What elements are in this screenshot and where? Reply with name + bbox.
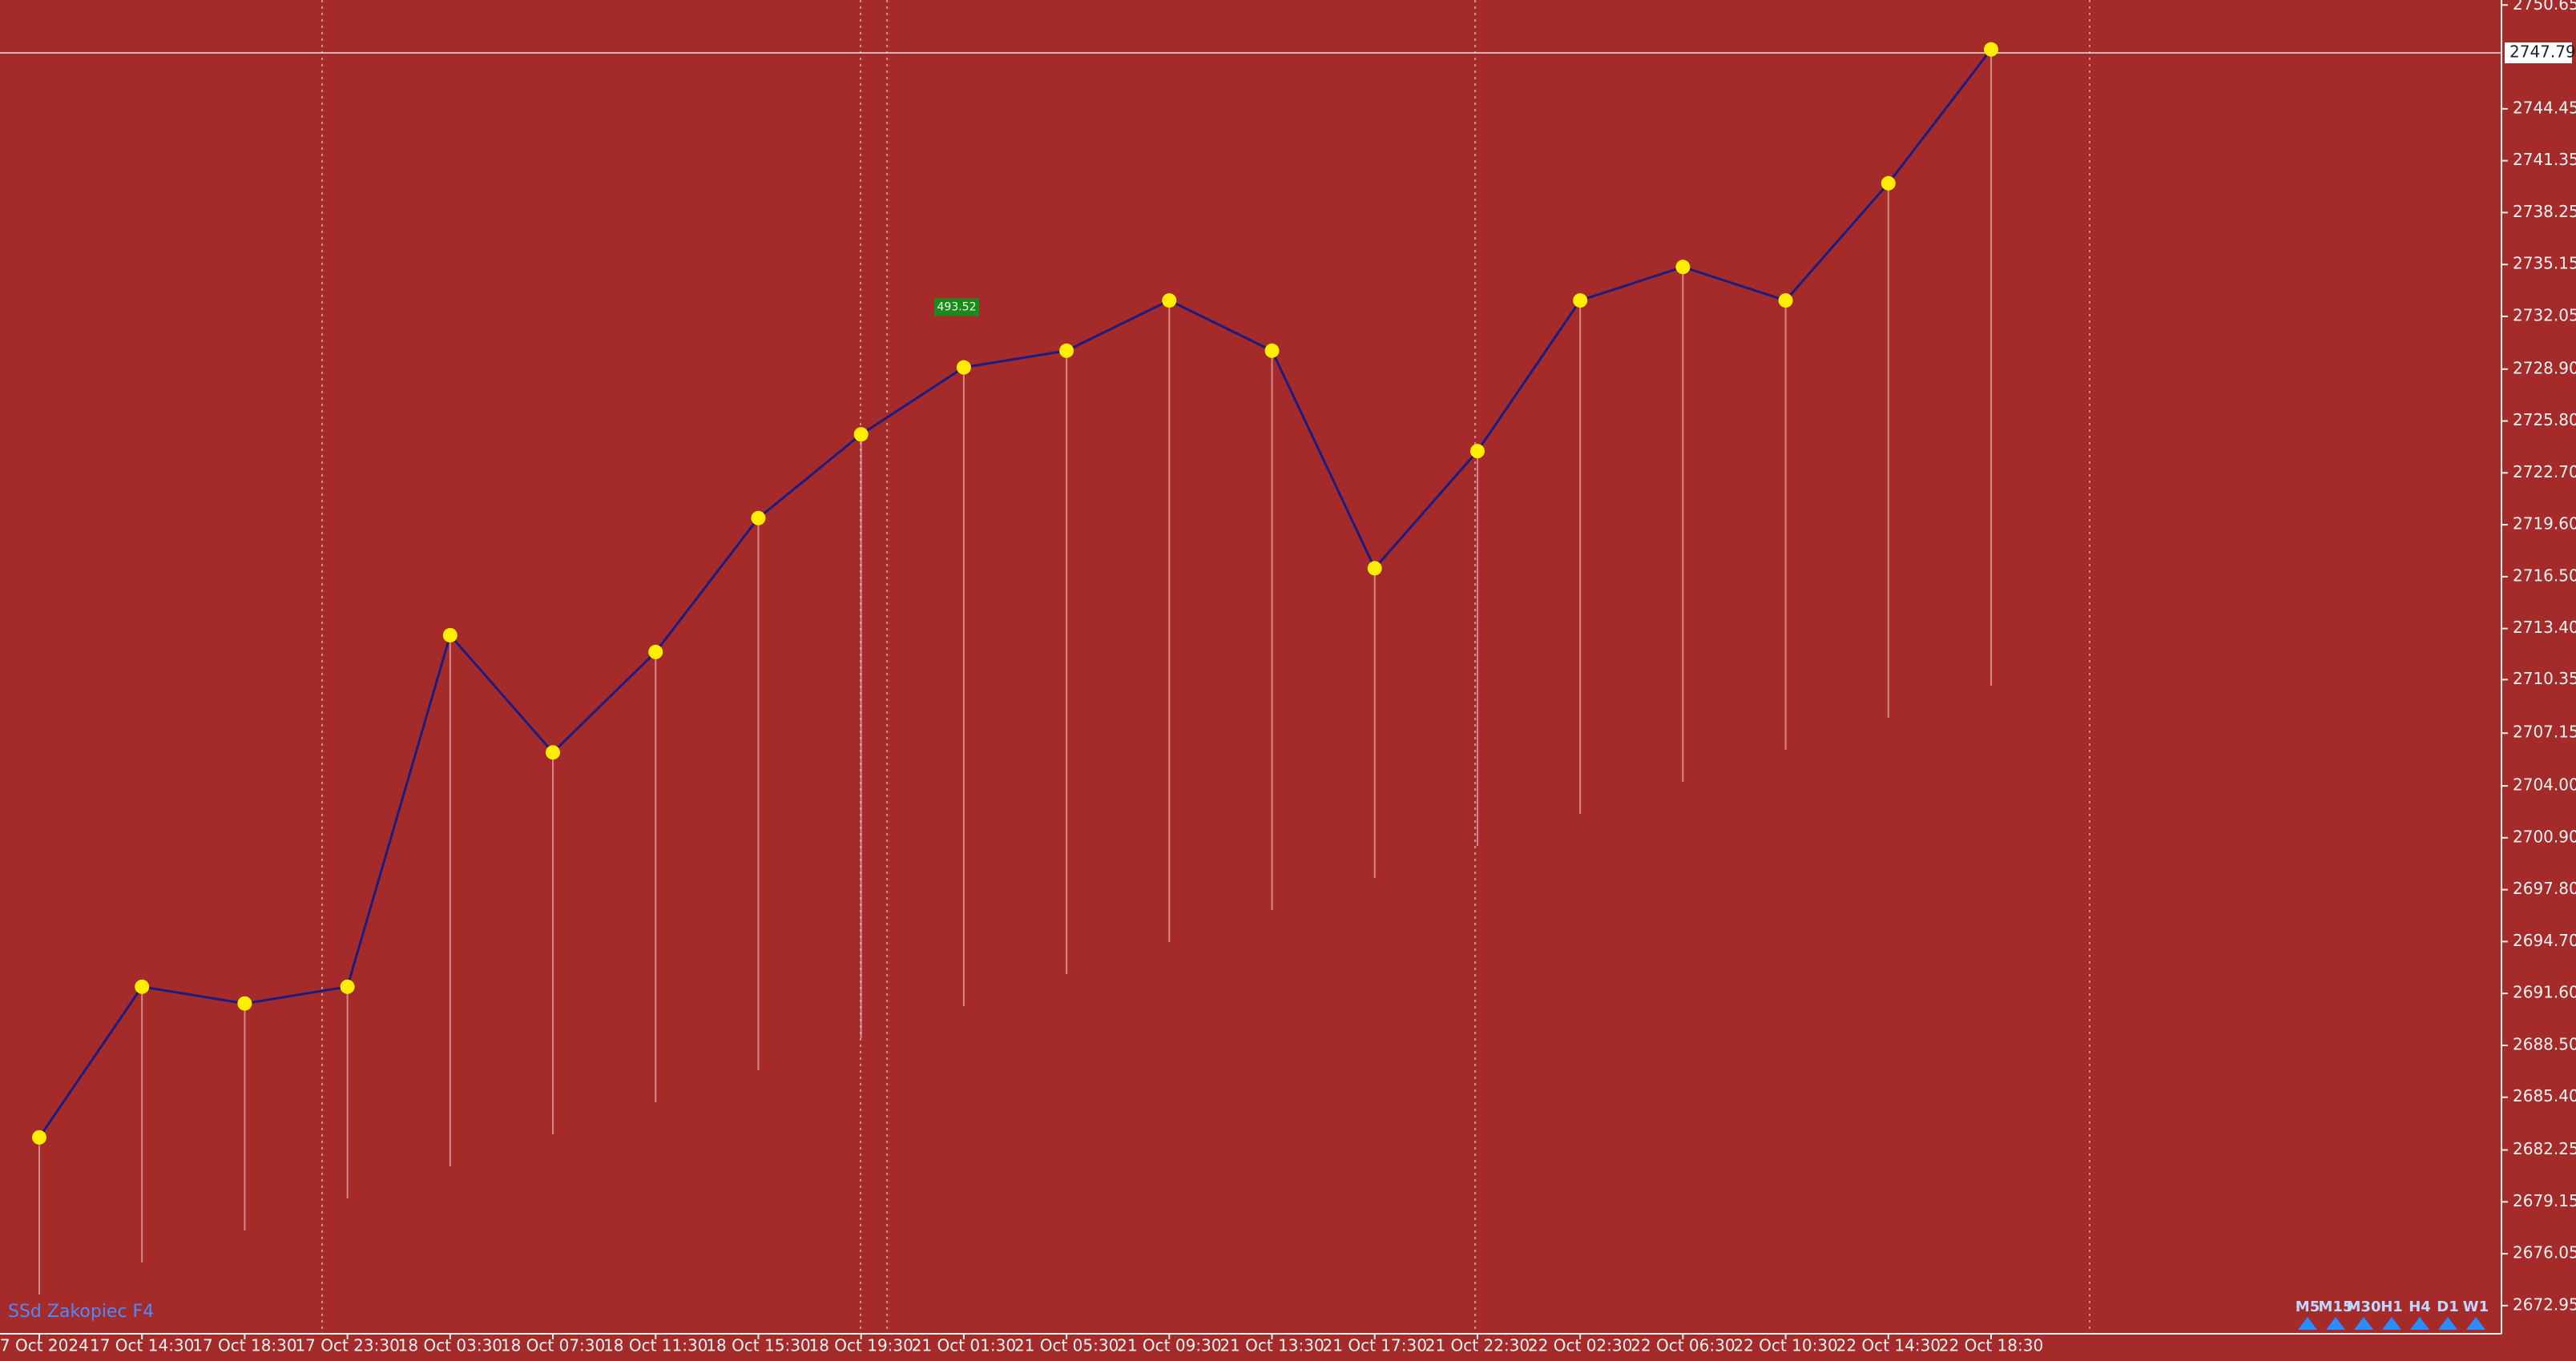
y-tick-label: 2738.25	[2513, 202, 2576, 221]
price-point	[1469, 444, 1485, 459]
y-tick-label: 2735.15	[2513, 254, 2576, 273]
price-point	[442, 627, 458, 642]
price-point	[32, 1129, 46, 1145]
y-tick-label: 2676.05	[2513, 1243, 2576, 1262]
y-tick-label: 2688.50	[2513, 1034, 2576, 1053]
timeframe-arrow	[2438, 1317, 2457, 1330]
price-point	[135, 979, 150, 994]
price-point	[1264, 343, 1280, 358]
timeframe-button[interactable]: M15	[2319, 1299, 2353, 1315]
y-tick-label: 2707.15	[2513, 723, 2576, 742]
timeframe-button[interactable]: M30	[2347, 1299, 2381, 1315]
x-tick-label: 18 Oct 11:30	[603, 1336, 707, 1355]
x-tick-label: 21 Oct 09:30	[1117, 1336, 1221, 1355]
price-point	[1778, 293, 1793, 308]
y-tick-label: 2704.00	[2513, 775, 2576, 795]
y-tick-label: 2728.90	[2513, 358, 2576, 377]
x-tick-label: 21 Oct 13:30	[1219, 1336, 1324, 1355]
price-point	[1162, 293, 1177, 308]
timeframe-arrow	[2382, 1317, 2401, 1330]
x-tick-label: 22 Oct 02:30	[1528, 1336, 1632, 1355]
x-tick-label: 22 Oct 06:30	[1631, 1336, 1735, 1355]
x-tick-label: 18 Oct 03:30	[398, 1336, 502, 1355]
y-tick-label: 2679.15	[2513, 1191, 2576, 1210]
indicator-label: SSd Zakopiec F4	[8, 1302, 154, 1322]
timeframe-arrow	[2410, 1317, 2429, 1330]
annotation: 493.52	[937, 300, 977, 313]
price-point	[1367, 561, 1382, 576]
price-point	[1573, 293, 1588, 308]
x-tick-label: 17 Oct 2024	[0, 1336, 89, 1355]
timeframe-button[interactable]: M5	[2296, 1299, 2320, 1315]
x-tick-label: 18 Oct 07:30	[501, 1336, 605, 1355]
y-tick-label: 2713.40	[2513, 618, 2576, 637]
y-tick-label: 2744.45	[2513, 98, 2576, 117]
price-point	[648, 644, 663, 659]
timeframe-arrow	[2354, 1317, 2373, 1330]
price-point	[1881, 175, 1896, 191]
y-tick-label: 2700.90	[2513, 827, 2576, 846]
y-tick-label: 2750.65	[2513, 0, 2576, 14]
x-tick-label: 22 Oct 14:30	[1836, 1336, 1941, 1355]
timeframe-button[interactable]: D1	[2437, 1299, 2458, 1315]
y-tick-label: 2685.40	[2513, 1086, 2576, 1105]
y-tick-label: 2722.70	[2513, 462, 2576, 481]
price-point	[956, 360, 971, 375]
timeframe-button[interactable]: H4	[2409, 1299, 2431, 1315]
price-point	[546, 745, 561, 760]
x-tick-label: 17 Oct 14:30	[90, 1336, 194, 1355]
price-point	[751, 510, 766, 525]
x-tick-label: 22 Oct 10:30	[1733, 1336, 1837, 1355]
price-point	[340, 979, 355, 994]
x-tick-label: 21 Oct 05:30	[1014, 1336, 1119, 1355]
price-point	[1059, 343, 1074, 358]
y-tick-label: 2741.35	[2513, 150, 2576, 169]
timeframe-button[interactable]: H1	[2380, 1299, 2403, 1315]
y-tick-label: 2710.35	[2513, 669, 2576, 688]
price-point	[1984, 42, 1998, 57]
y-tick-label: 2694.70	[2513, 931, 2576, 950]
current-price-label: 2747.79	[2509, 42, 2576, 62]
y-tick-label: 2719.60	[2513, 514, 2576, 534]
x-tick-label: 21 Oct 01:30	[912, 1336, 1016, 1355]
x-tick-label: 18 Oct 19:30	[808, 1336, 913, 1355]
x-tick-label: 21 Oct 22:30	[1425, 1336, 1530, 1355]
timeframe-arrow	[2298, 1317, 2317, 1330]
price-line	[38, 48, 1993, 1138]
y-tick-label: 2691.60	[2513, 983, 2576, 1002]
price-point	[237, 996, 252, 1011]
y-tick-label: 2672.95	[2513, 1295, 2576, 1314]
x-tick-label: 22 Oct 18:30	[1939, 1336, 2043, 1355]
x-tick-label: 21 Oct 17:30	[1323, 1336, 1427, 1355]
timeframe-arrow	[2326, 1317, 2345, 1330]
annotation-box	[934, 298, 979, 316]
y-tick-label: 2732.05	[2513, 305, 2576, 324]
y-tick-label: 2697.80	[2513, 879, 2576, 898]
current-price-box	[2505, 42, 2572, 64]
y-tick-label: 2682.25	[2513, 1139, 2576, 1158]
price-point	[853, 427, 869, 442]
y-tick-label: 2725.80	[2513, 410, 2576, 429]
y-tick-label: 2716.50	[2513, 566, 2576, 585]
x-tick-label: 17 Oct 23:30	[295, 1336, 399, 1355]
timeframe-arrow	[2466, 1317, 2485, 1330]
timeframe-button[interactable]: W1	[2463, 1299, 2489, 1315]
x-tick-label: 18 Oct 15:30	[706, 1336, 810, 1355]
x-tick-label: 17 Oct 18:30	[192, 1336, 296, 1355]
price-point	[1675, 260, 1691, 275]
